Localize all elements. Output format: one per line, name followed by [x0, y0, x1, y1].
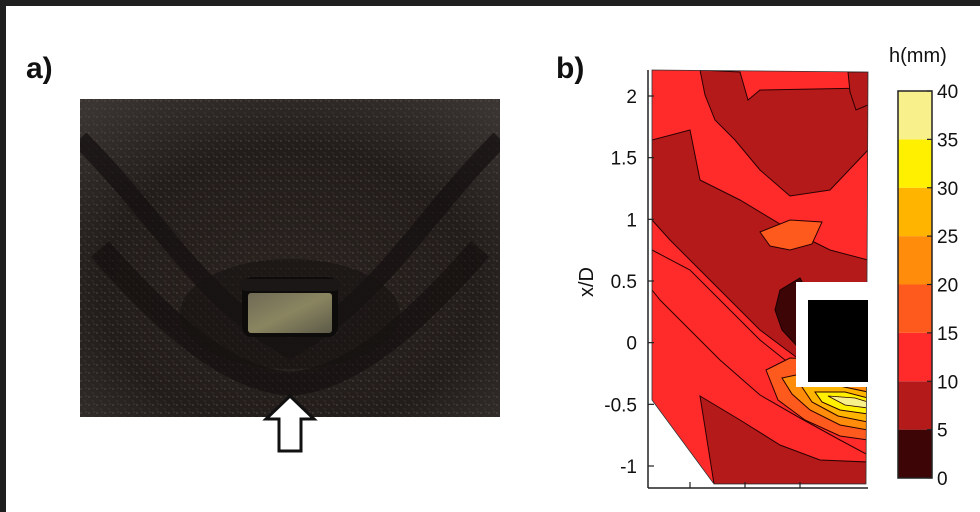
- y-axis-title: x/D: [576, 267, 598, 297]
- colorbar: 40 35 30 25 20 15 10 5 0: [897, 82, 958, 490]
- colorbar-title: h(mm): [889, 45, 947, 67]
- colorbar-tick-label: 10: [937, 372, 958, 393]
- contour-band-5-10-top: [699, 70, 868, 197]
- colorbar-segment: [898, 139, 932, 188]
- contour-band-15-20-isolated: [759, 219, 823, 251]
- flow-direction-arrow: [262, 393, 318, 453]
- y-tick-label: 2: [626, 87, 637, 108]
- colorbar-tick-label: 5: [937, 421, 948, 442]
- colorbar-segment: [898, 187, 932, 237]
- y-tick-label: 1.5: [611, 149, 637, 170]
- colorbar-tick-label: 35: [937, 130, 958, 151]
- colorbar-segment: [898, 91, 932, 140]
- colorbar-segment: [898, 332, 932, 382]
- colorbar-segment: [898, 429, 932, 478]
- colorbar-tick-label: 40: [937, 82, 958, 103]
- colorbar-segment: [898, 381, 932, 430]
- colorbar-tick-label: 0: [937, 469, 948, 490]
- colorbar-tick-label: 30: [937, 179, 958, 200]
- y-tick-label: 0: [626, 334, 637, 355]
- y-tick-label: -0.5: [604, 395, 637, 416]
- y-tick-label: 1: [626, 210, 637, 231]
- colorbar-tick-label: 15: [937, 324, 958, 345]
- scour-photograph: [80, 99, 500, 417]
- colorbar-segment: [898, 236, 932, 285]
- colorbar-segment: [898, 284, 932, 333]
- y-tick-label: 0.5: [611, 272, 637, 293]
- contour-band-35-40: [827, 395, 868, 409]
- panel-a-label: a): [26, 52, 53, 85]
- contour-band-5-10-lower: [699, 395, 868, 484]
- y-tick-label: -1: [620, 457, 637, 478]
- cylinder: [808, 300, 868, 382]
- colorbar-tick-label: 25: [937, 227, 958, 248]
- colorbar-tick-label: 20: [937, 276, 958, 297]
- y-ticks: 2 1.5 1 0.5 0 -0.5 -1: [604, 87, 801, 488]
- panel-b-label: b): [556, 52, 585, 85]
- contour-field: [652, 70, 868, 484]
